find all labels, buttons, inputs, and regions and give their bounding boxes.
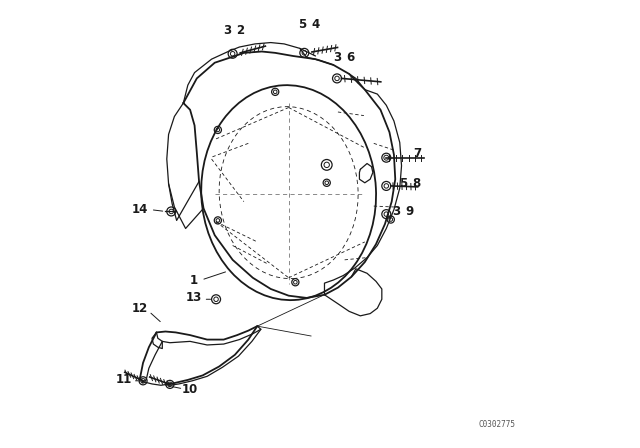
Text: 5: 5: [399, 177, 407, 190]
Text: 6: 6: [346, 51, 355, 64]
Text: 9: 9: [406, 205, 413, 218]
Text: 8: 8: [412, 177, 420, 190]
Text: 3: 3: [223, 24, 231, 37]
Text: 14: 14: [132, 203, 148, 216]
Text: 11: 11: [116, 373, 132, 387]
Text: 3: 3: [333, 51, 341, 64]
Text: 12: 12: [132, 302, 148, 315]
Text: 4: 4: [312, 18, 319, 31]
Text: 3: 3: [392, 205, 400, 218]
Text: 10: 10: [182, 383, 198, 396]
Text: 1: 1: [189, 273, 198, 287]
Text: 5: 5: [298, 18, 306, 31]
Text: C0302775: C0302775: [479, 420, 515, 429]
Text: 13: 13: [186, 291, 202, 305]
Text: 2: 2: [236, 24, 244, 37]
Text: 7: 7: [413, 146, 422, 160]
